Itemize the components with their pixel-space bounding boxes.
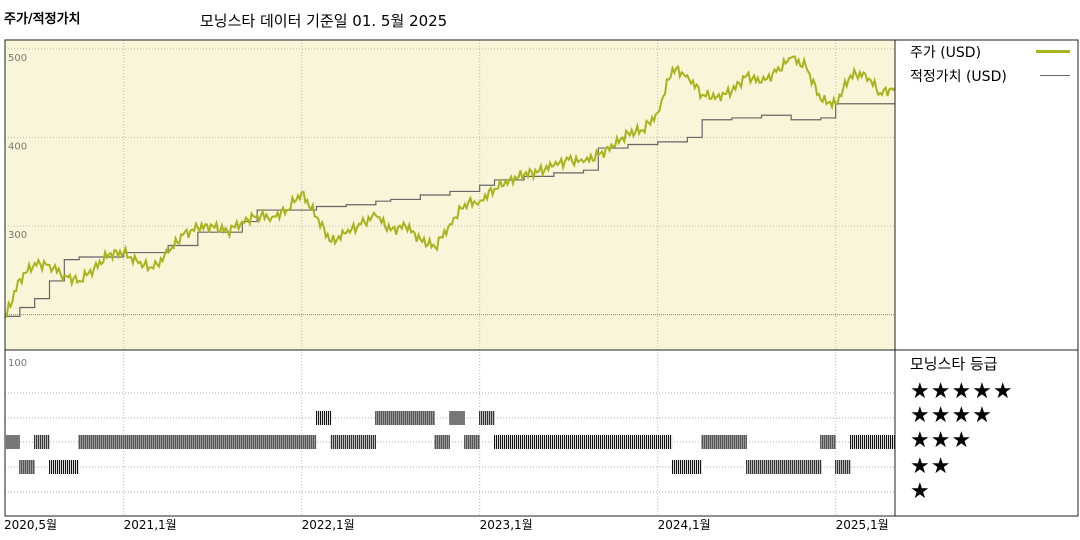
x-tick-label: 2025,1월: [835, 518, 889, 532]
rating-segment: [19, 460, 35, 474]
fair-value-line: [5, 103, 895, 317]
rating-panel-title: 모닝스타 등급: [910, 355, 998, 373]
x-tick-label: 2022,1월: [301, 518, 355, 532]
rating-segment: [330, 435, 376, 449]
rating-segment: [375, 411, 436, 425]
rating-segment: [672, 460, 703, 474]
rating-y-tick: 100: [8, 358, 27, 369]
rating-segment: [49, 460, 80, 474]
x-tick-label: 2023,1월: [479, 518, 533, 532]
rating-segment: [746, 460, 822, 474]
rating-segment: [78, 435, 317, 449]
legend-price: 주가 (USD): [910, 42, 1070, 62]
rating-row-1-star: ★: [910, 479, 931, 504]
legend-fair-value: 적정가치 (USD): [910, 66, 1070, 86]
rating-segment: [820, 435, 836, 449]
rating-segment-fill: [494, 435, 673, 449]
x-tick-label: 2020,5월: [4, 518, 58, 532]
rating-segment: [464, 435, 480, 449]
rating-segment: [316, 411, 332, 425]
rating-segment: [494, 435, 673, 449]
rating-row-4-stars: ★★★★: [910, 403, 993, 428]
x-tick-label: 2024,1월: [657, 518, 711, 532]
rating-segment-fill: [746, 460, 821, 474]
rating-segment: [34, 435, 50, 449]
chart-left-title: 주가/적정가치: [4, 12, 81, 27]
y-tick-label: 500: [8, 53, 27, 64]
legend-fair-value-swatch: [1040, 75, 1070, 76]
legend-price-swatch: [1036, 50, 1070, 53]
chart-frame: [4, 39, 1079, 517]
y-tick-label: 300: [8, 230, 27, 241]
rating-row-2-stars: ★★: [910, 454, 952, 479]
rating-segment: [449, 411, 465, 425]
rating-segment: [4, 435, 20, 449]
legend-fair-value-label: 적정가치 (USD): [910, 69, 1007, 85]
rating-segment: [434, 435, 450, 449]
rating-segment: [701, 435, 747, 449]
legend-price-label: 주가 (USD): [910, 45, 982, 61]
rating-segment: [835, 460, 851, 474]
y-tick-label: 400: [8, 141, 27, 152]
rating-row-5-stars: ★★★★★: [910, 379, 1014, 404]
x-tick-label: 2021,1월: [123, 518, 177, 532]
rating-segment: [850, 435, 895, 449]
rating-segment: [479, 411, 495, 425]
chart-main-title: 모닝스타 데이터 기준일 01. 5월 2025: [200, 12, 448, 30]
rating-row-3-stars: ★★★: [910, 428, 973, 453]
price-line: [4, 55, 896, 319]
